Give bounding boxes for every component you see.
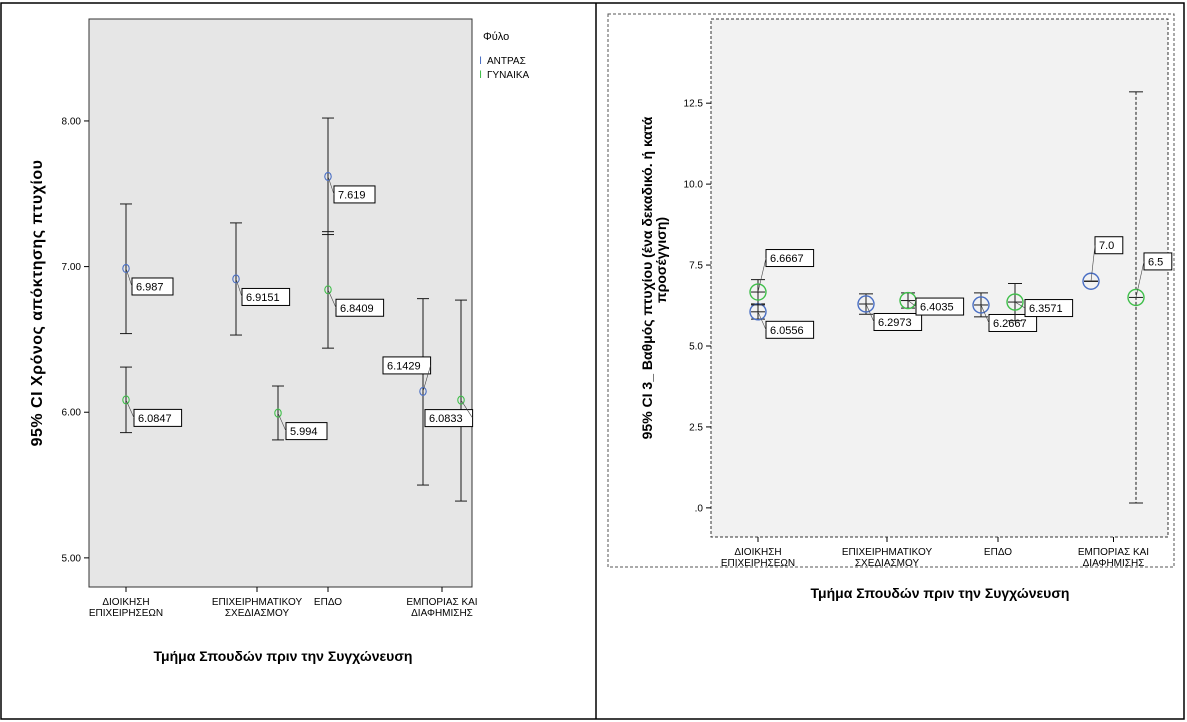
data-label: 6.6667 (770, 253, 804, 265)
y-axis-title-right-line2: προσέγγιση) (653, 217, 669, 303)
data-label-leader (757, 311, 767, 330)
x-tick-label: ΕΠΔΟ (984, 547, 1012, 558)
data-point (122, 395, 130, 405)
data-label: 6.4035 (920, 302, 954, 314)
data-point (419, 386, 427, 396)
x-tick-label: ΕΠΔΟ (314, 597, 342, 608)
data-point (324, 285, 332, 295)
data-label-leader (327, 289, 337, 308)
y-tick-label: 6.00 (62, 408, 82, 419)
data-label: 7.619 (338, 189, 366, 201)
data-label-leader (1135, 261, 1145, 298)
x-axis-title-left: Τμήμα Σπουδών πριν την Συγχώνευση (154, 648, 413, 664)
y-tick-label: 5.0 (689, 341, 703, 352)
y-axis-title-left: 95% CI Χρόνος απόκτησης πτυχίου (29, 160, 46, 447)
data-point (232, 274, 240, 284)
data-label-leader (907, 300, 917, 307)
legend-item-male: I ΑΝΤΡΑΣ (479, 55, 526, 67)
data-label-leader (980, 304, 990, 324)
data-label: 7.0 (1099, 240, 1114, 252)
data-label: 6.2973 (878, 317, 912, 329)
y-tick-label: .0 (695, 503, 704, 514)
data-point (122, 263, 130, 274)
marks-left: 6.987 6.9151 7.619 6.1429 6.0847 5.994 6.8409 6… (120, 117, 474, 502)
x-tick-label: ΔΙΟΙΚΗΣΗ (102, 597, 149, 608)
legend-symbol-female: I (479, 69, 482, 81)
legend-symbol-male: I (479, 55, 482, 67)
y-tick-label: 7.5 (689, 261, 703, 272)
legend-title: Φύλο (483, 31, 509, 43)
y-tick-label: 2.5 (689, 422, 703, 433)
y-axis-left: 5.00 6.00 7.00 8.00 (62, 116, 89, 564)
data-point (457, 395, 465, 405)
marks-right: 6.0556 6.2973 6.2667 7.0 6.6667 6.4035 6.3571 6… (749, 91, 1173, 504)
data-label: 5.994 (290, 426, 318, 438)
data-point (274, 408, 282, 418)
data-point (1006, 293, 1024, 311)
y-tick-label: 8.00 (62, 116, 82, 127)
x-tick-label: ΕΠΙΧΕΙΡΗΜΑΤΙΚΟΥ (842, 547, 933, 558)
data-label: 6.5 (1148, 256, 1163, 268)
y-tick-label: 5.00 (62, 553, 82, 564)
chart-right: .0 2.5 5.0 7.5 10.0 12.5 ΔΙΟΙΚΗΣΗΕΠΙΧΕΙΡΗΣΕΩΝ… (607, 13, 1175, 601)
x-tick-label: ΕΠΙΧΕΙΡΗΜΑΤΙΚΟΥ (212, 597, 303, 608)
y-axis-title-right-line1: 95% CI 3_ Βαθμός πτυχίου (ένα δεκαδικό. … (639, 116, 655, 439)
data-label-leader (125, 268, 133, 287)
data-point (324, 171, 332, 181)
legend-label-female: ΓΥΝΑΙΚΑ (487, 70, 530, 81)
data-label: 6.2667 (993, 318, 1027, 330)
data-point (857, 295, 875, 313)
data-label: 6.0556 (770, 325, 804, 337)
legend-item-female: I ΓΥΝΑΙΚΑ (479, 69, 530, 81)
x-tick-label: ΣΧΕΔΙΑΣΜΟΥ (225, 608, 290, 619)
data-label-leader (235, 278, 243, 298)
data-label-leader (422, 365, 431, 392)
data-label-leader (277, 412, 287, 432)
legend-label-male: ΑΝΤΡΑΣ (487, 56, 526, 67)
x-tick-label: ΔΙΑΦΗΜΙΣΗΣ (1083, 558, 1145, 569)
data-label-leader (1090, 245, 1096, 282)
y-tick-label: 12.5 (684, 99, 704, 110)
plot-area-right (710, 18, 1169, 538)
x-tick-label: ΕΜΠΟΡΙΑΣ ΚΑΙ (1078, 547, 1149, 558)
data-point (749, 283, 767, 301)
data-point (1127, 288, 1145, 307)
data-label: 6.0833 (429, 413, 463, 425)
data-label: 6.1429 (387, 360, 421, 372)
x-tick-label: ΕΜΠΟΡΙΑΣ ΚΑΙ (406, 597, 477, 608)
data-label: 6.9151 (246, 292, 280, 304)
x-tick-label: ΕΠΙΧΕΙΡΗΣΕΩΝ (89, 608, 163, 619)
data-point (1082, 272, 1100, 290)
data-label: 6.0847 (138, 413, 172, 425)
data-point (972, 296, 990, 314)
y-axis-right: .0 2.5 5.0 7.5 10.0 12.5 (684, 99, 711, 514)
data-label-leader (327, 176, 335, 195)
x-tick-label: ΔΙΑΦΗΜΙΣΗΣ (411, 608, 473, 619)
data-label-leader (1014, 301, 1026, 309)
data-label: 6.3571 (1029, 303, 1063, 315)
x-tick-label: ΣΧΕΔΙΑΣΜΟΥ (855, 558, 920, 569)
data-label-leader (757, 257, 767, 293)
y-tick-label: 7.00 (62, 262, 82, 273)
data-label-leader (125, 399, 135, 419)
x-axis-title-right: Τμήμα Σπουδών πριν την Συγχώνευση (811, 585, 1070, 601)
x-tick-label: ΕΠΙΧΕΙΡΗΣΕΩΝ (721, 558, 795, 569)
x-tick-label: ΔΙΟΙΚΗΣΗ (734, 547, 781, 558)
data-label: 6.987 (136, 281, 164, 293)
data-label: 6.8409 (340, 303, 374, 315)
y-tick-label: 10.0 (684, 180, 704, 191)
data-label-leader (460, 399, 473, 419)
data-label-leader (865, 303, 875, 323)
